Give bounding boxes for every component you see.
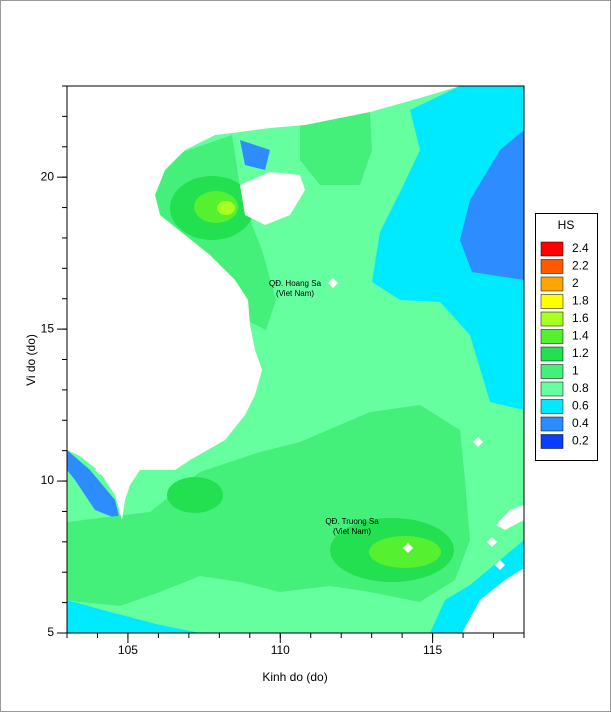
contour-band xyxy=(372,86,524,410)
y-axis-title: Vi do (do) xyxy=(24,334,38,386)
legend-label: 1.4 xyxy=(572,329,589,343)
land xyxy=(95,465,105,475)
contour-band xyxy=(369,536,441,568)
contour-band xyxy=(194,191,238,223)
contour-band xyxy=(300,112,372,185)
legend-label: 0.6 xyxy=(572,399,589,413)
legend-swatch xyxy=(540,364,564,379)
legend-label: 1 xyxy=(572,364,579,378)
contour-band xyxy=(67,450,120,520)
legend-label: 0.2 xyxy=(572,434,589,448)
legend-swatch xyxy=(540,381,564,397)
legend-label: 1.2 xyxy=(572,346,589,360)
annotation: (Viet Nam) xyxy=(333,527,371,536)
y-tick-label: 5 xyxy=(47,625,54,639)
land xyxy=(240,172,305,225)
plot-area xyxy=(57,85,525,643)
legend-swatch xyxy=(540,311,564,327)
y-tick-label: 15 xyxy=(41,321,55,335)
legend-title: HS xyxy=(558,218,575,232)
land xyxy=(495,560,505,570)
x-tick-label: 110 xyxy=(271,643,290,657)
legend-label: 0.4 xyxy=(572,416,589,430)
legend: HS 2.4 2.2 2 1.8 1.6 1.4 1.2 1 0.8 0.6 0.4 0.2 xyxy=(535,213,598,461)
contour-band xyxy=(167,477,223,513)
land xyxy=(487,537,497,547)
legend-swatch xyxy=(540,329,564,344)
annotation: QĐ. Truong Sa xyxy=(325,517,379,526)
land xyxy=(328,278,338,288)
land xyxy=(462,568,524,633)
y-tick-label: 10 xyxy=(41,473,55,487)
y-tick-label: 20 xyxy=(41,169,55,183)
legend-swatch xyxy=(540,434,564,449)
legend-label: 1.8 xyxy=(572,294,589,308)
land xyxy=(473,437,483,447)
legend-swatch xyxy=(540,416,564,432)
land xyxy=(403,543,413,553)
land xyxy=(496,505,524,530)
contour-band xyxy=(460,130,524,280)
annotation: (Viet Nam) xyxy=(276,289,314,298)
annotation: QĐ. Hoang Sa xyxy=(269,279,322,288)
contour-band xyxy=(217,201,235,215)
legend-label: 2.2 xyxy=(572,259,589,273)
x-tick-label: 115 xyxy=(423,643,442,657)
legend-swatch xyxy=(540,399,564,414)
legend-label: 0.8 xyxy=(572,381,589,395)
legend-swatch xyxy=(540,346,564,362)
legend-swatch xyxy=(540,241,564,257)
legend-swatch xyxy=(540,276,564,292)
land xyxy=(67,86,460,520)
x-tick-label: 105 xyxy=(118,643,138,657)
contour-band xyxy=(240,140,270,170)
legend-label: 2.4 xyxy=(572,241,589,255)
legend-swatch xyxy=(540,294,564,309)
contour-band xyxy=(67,600,200,633)
legend-label: 2 xyxy=(572,276,579,290)
legend-label: 1.6 xyxy=(572,311,589,325)
legend-swatch xyxy=(540,259,564,274)
x-axis-title: Kinh do (do) xyxy=(262,670,327,684)
